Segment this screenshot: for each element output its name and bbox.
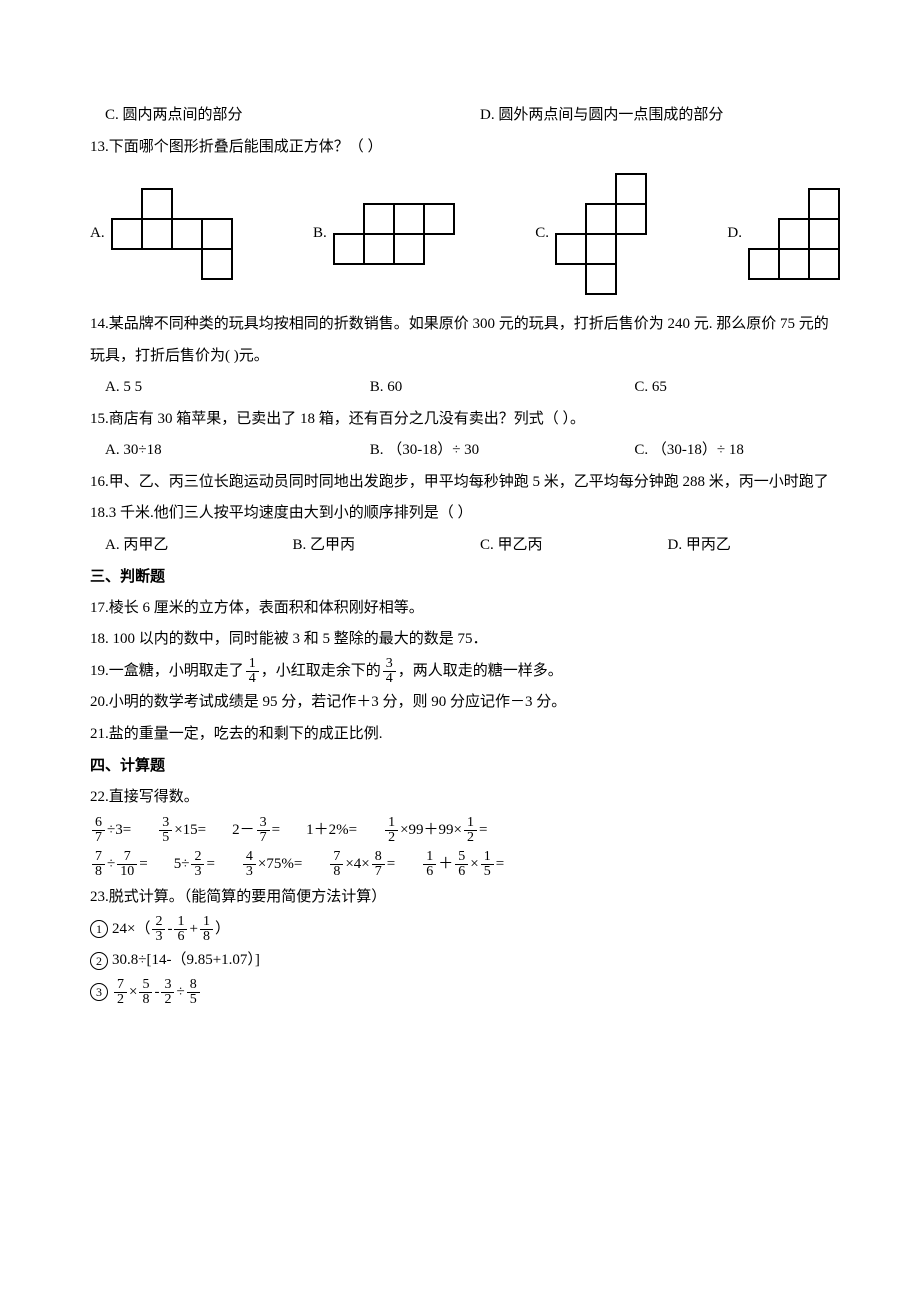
q22-row1: 67÷3= 35×15= 2－ 37= 1＋2%= 12×99＋99× 12= — [90, 815, 840, 847]
q16-opt-a: A. 丙甲乙 — [90, 530, 278, 562]
q23-c2: 2 30.8÷[14-（9.85+1.07）] — [90, 945, 840, 977]
q22-r2-e1: 78÷ 710= — [90, 849, 148, 881]
q16-opt-d: D. 甲丙乙 — [653, 530, 841, 562]
circled-number-icon: 3 — [90, 983, 108, 1001]
cube-net-b-icon — [333, 203, 455, 265]
q13-label-c: C. — [535, 218, 549, 250]
q22-r2-e3: 43×75%= — [241, 849, 302, 881]
q13-opt-a: A. — [90, 188, 233, 280]
q16-options: A. 丙甲乙 B. 乙甲丙 C. 甲乙丙 D. 甲丙乙 — [90, 530, 840, 562]
q15-opt-c: C. （30-18）÷ 18 — [619, 435, 840, 467]
fraction-icon: 34 — [383, 657, 396, 686]
q22-r1-e3: 2－ 37= — [232, 815, 280, 847]
q19: 19.一盒糖，小明取走了 14 ，小红取走余下的 34 ，两人取走的糖一样多。 — [90, 656, 840, 688]
circled-number-icon: 1 — [90, 920, 108, 938]
section-3-heading: 三、判断题 — [90, 561, 840, 593]
q15-options: A. 30÷18 B. （30-18）÷ 30 C. （30-18）÷ 18 — [90, 435, 840, 467]
q23-c1: 1 24×（ 23 - 16 + 18 ） — [90, 914, 840, 946]
q13-stem: 13.下面哪个图形折叠后能围成正方体？（ ） — [90, 132, 840, 164]
q22-r2-e2: 5÷ 23= — [174, 849, 215, 881]
q13-label-b: B. — [313, 218, 327, 250]
cube-net-d-icon — [748, 188, 840, 280]
q15-stem: 15.商店有 30 箱苹果，已卖出了 18 箱，还有百分之几没有卖出？列式（ ）… — [90, 404, 840, 436]
q23-c3: 3 72 × 58 - 32 ÷ 85 — [90, 977, 840, 1009]
fraction-icon: 14 — [246, 657, 259, 686]
q13-opt-b: B. — [313, 203, 455, 265]
q22-r1-e4: 1＋2%= — [306, 815, 357, 847]
q13-options-row: A. B. C. D. — [90, 173, 840, 295]
q14-opt-c: C. 65 — [619, 372, 840, 404]
q12-opt-d: D. 圆外两点间与圆内一点围成的部分 — [465, 100, 840, 132]
q13-label-d: D. — [727, 218, 742, 250]
q16-opt-b: B. 乙甲丙 — [278, 530, 466, 562]
q19-p2: ，小红取走余下的 — [261, 656, 381, 688]
q17: 17.棱长 6 厘米的立方体，表面积和体积刚好相等。 — [90, 593, 840, 625]
q22-r1-e1: 67÷3= — [90, 815, 131, 847]
q22-r1-e2: 35×15= — [157, 815, 206, 847]
cube-net-a-icon — [111, 188, 233, 280]
cube-net-c-icon — [555, 173, 647, 295]
q16-opt-c: C. 甲乙丙 — [465, 530, 653, 562]
q15-opt-b: B. （30-18）÷ 30 — [355, 435, 620, 467]
q13-opt-c: C. — [535, 173, 647, 295]
q23-stem: 23.脱式计算。（能简算的要用简便方法计算） — [90, 882, 840, 914]
q12-opt-c: C. 圆内两点间的部分 — [90, 100, 465, 132]
q19-p3: ，两人取走的糖一样多。 — [398, 656, 563, 688]
q22-stem: 22.直接写得数。 — [90, 782, 840, 814]
q19-p1: 19.一盒糖，小明取走了 — [90, 656, 244, 688]
q14-opt-a: A. 5 5 — [90, 372, 355, 404]
q14-stem: 14.某品牌不同种类的玩具均按相同的折数销售。如果原价 300 元的玩具，打折后… — [90, 309, 840, 372]
q13-label-a: A. — [90, 218, 105, 250]
q22-r1-e5: 12×99＋99× 12= — [383, 815, 487, 847]
q21: 21.盐的重量一定，吃去的和剩下的成正比例. — [90, 719, 840, 751]
q14-options: A. 5 5 B. 60 C. 65 — [90, 372, 840, 404]
q22-row2: 78÷ 710= 5÷ 23= 43×75%= 78×4× 87= 16＋ 56… — [90, 849, 840, 881]
q16-stem: 16.甲、乙、丙三位长跑运动员同时同地出发跑步，甲平均每秒钟跑 5 米，乙平均每… — [90, 467, 840, 530]
q22-r2-e4: 78×4× 87= — [328, 849, 395, 881]
q22-r2-e5: 16＋ 56× 15= — [421, 849, 504, 881]
q14-opt-b: B. 60 — [355, 372, 620, 404]
circled-number-icon: 2 — [90, 952, 108, 970]
q18: 18. 100 以内的数中，同时能被 3 和 5 整除的最大的数是 75． — [90, 624, 840, 656]
q12-options: C. 圆内两点间的部分 D. 圆外两点间与圆内一点围成的部分 — [90, 100, 840, 132]
section-4-heading: 四、计算题 — [90, 750, 840, 782]
q20: 20.小明的数学考试成绩是 95 分，若记作＋3 分，则 90 分应记作－3 分… — [90, 687, 840, 719]
q13-opt-d: D. — [727, 188, 840, 280]
q15-opt-a: A. 30÷18 — [90, 435, 355, 467]
